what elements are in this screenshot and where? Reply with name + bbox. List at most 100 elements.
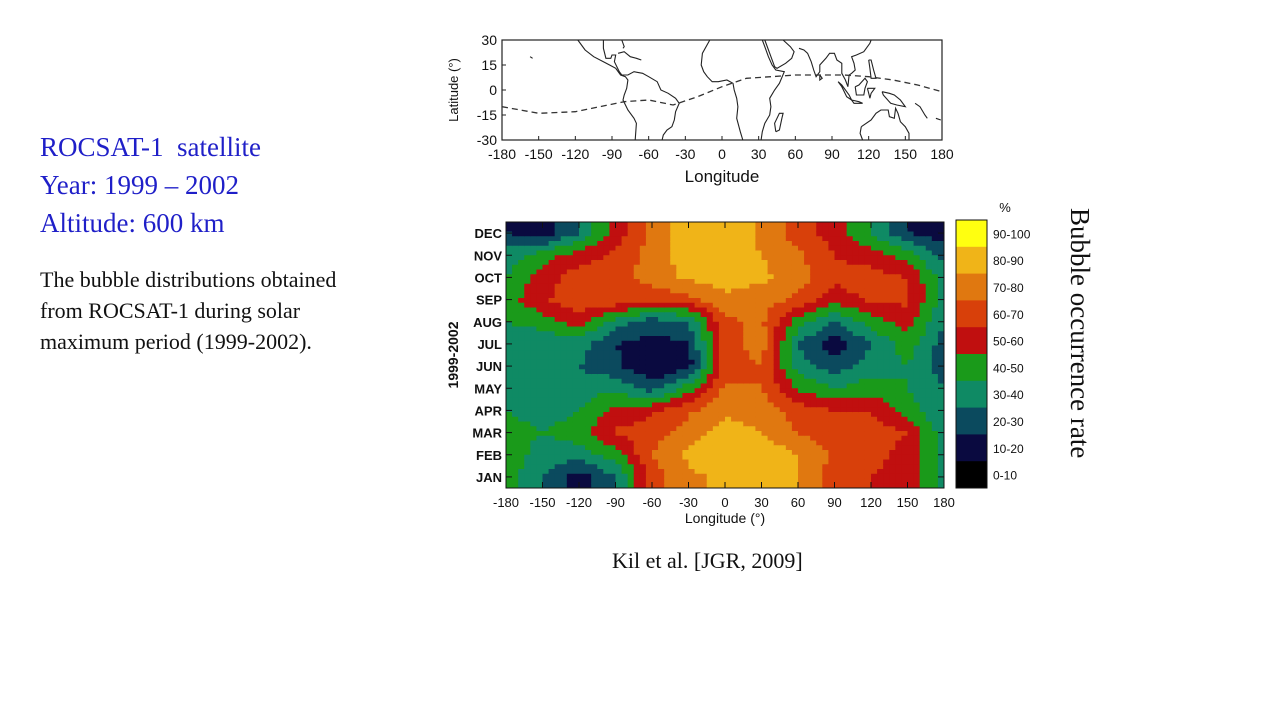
heatmap-cell bbox=[791, 317, 799, 323]
heatmap-cell bbox=[755, 378, 763, 385]
description-line: from ROCSAT-1 during solar bbox=[40, 298, 301, 323]
heatmap-cell bbox=[785, 226, 793, 233]
heatmap-cell bbox=[664, 459, 671, 465]
heatmap-cell bbox=[749, 241, 757, 247]
heatmap-cell bbox=[937, 421, 944, 427]
heatmap-cell bbox=[889, 464, 896, 470]
heatmap-cell bbox=[822, 245, 830, 252]
heatmap-cell bbox=[688, 283, 696, 290]
heatmap-cell bbox=[585, 283, 592, 290]
heatmap-cell bbox=[621, 426, 629, 432]
heatmap-cell bbox=[597, 454, 604, 461]
heatmap-cell bbox=[798, 397, 805, 404]
heatmap-cell bbox=[798, 274, 805, 280]
heatmap-cell bbox=[530, 340, 538, 347]
heatmap-cell bbox=[804, 369, 811, 375]
heatmap-cell bbox=[877, 231, 884, 237]
heatmap-cell bbox=[518, 416, 525, 423]
heatmap-cell bbox=[755, 283, 763, 290]
heatmap-cell bbox=[597, 440, 604, 446]
heatmap-cell bbox=[718, 464, 726, 470]
heatmap-cell bbox=[840, 374, 848, 380]
heatmap-cell bbox=[937, 478, 944, 484]
heatmap-cell bbox=[688, 416, 696, 423]
heatmap-cell bbox=[755, 445, 763, 451]
heatmap-cell bbox=[743, 364, 750, 370]
heatmap-cell bbox=[633, 264, 641, 271]
heatmap-cell bbox=[615, 260, 623, 266]
heatmap-cell bbox=[536, 473, 544, 480]
heatmap-cell bbox=[864, 345, 872, 351]
heatmap-cell bbox=[621, 241, 629, 247]
heatmap-cell bbox=[627, 459, 635, 465]
heatmap-cell bbox=[907, 293, 915, 299]
heatmap-cell bbox=[700, 331, 708, 337]
heatmap-cell bbox=[731, 264, 738, 271]
heatmap-cell bbox=[773, 350, 781, 356]
heatmap-cell bbox=[798, 469, 805, 475]
heatmap-cell bbox=[919, 359, 927, 366]
heatmap-cell bbox=[682, 388, 690, 394]
heatmap-cell bbox=[639, 355, 647, 361]
heatmap-cell bbox=[731, 378, 738, 385]
heatmap-cell bbox=[798, 374, 805, 380]
heatmap-cell bbox=[548, 369, 556, 375]
heatmap-cell bbox=[901, 426, 909, 432]
heatmap-cell bbox=[834, 473, 842, 480]
map-y-tick-label: 30 bbox=[481, 32, 497, 48]
heatmap-cell bbox=[877, 416, 884, 423]
heatmap-cell bbox=[658, 236, 665, 242]
heatmap-cell bbox=[907, 369, 915, 375]
heatmap-cell bbox=[871, 402, 878, 408]
heatmap-cell bbox=[761, 326, 769, 332]
heatmap-cell bbox=[682, 250, 690, 256]
heatmap-cell bbox=[688, 412, 696, 418]
heatmap-cell bbox=[560, 412, 568, 418]
heatmap-cell bbox=[682, 231, 690, 237]
heatmap-cell bbox=[718, 222, 726, 228]
heatmap-cell bbox=[852, 412, 860, 418]
heatmap-cell bbox=[901, 279, 909, 285]
heatmap-cell bbox=[834, 483, 842, 488]
heatmap-cell bbox=[755, 355, 763, 361]
heatmap-cell bbox=[864, 464, 872, 470]
heatmap-cell bbox=[864, 255, 872, 261]
heatmap-cell bbox=[846, 378, 854, 385]
heatmap-cell bbox=[895, 435, 903, 442]
heatmap-cell bbox=[609, 345, 617, 351]
heatmap-cell bbox=[506, 431, 513, 437]
heatmap-cell bbox=[822, 469, 830, 475]
heatmap-cell bbox=[712, 307, 720, 313]
heatmap-cell bbox=[779, 298, 787, 304]
heatmap-cell bbox=[694, 421, 702, 427]
heatmap-cell bbox=[652, 336, 659, 342]
heatmap-cell bbox=[542, 483, 550, 488]
heatmap-cell bbox=[919, 393, 927, 399]
heatmap-cell bbox=[579, 279, 586, 285]
heatmap-cell bbox=[804, 469, 811, 475]
heatmap-cell bbox=[615, 326, 623, 332]
heatmap-cell bbox=[615, 307, 623, 313]
heatmap-cell bbox=[846, 312, 854, 318]
heatmap-cell bbox=[767, 245, 775, 252]
heatmap-cell bbox=[603, 426, 611, 432]
heatmap-cell bbox=[591, 450, 598, 456]
heatmap-cell bbox=[895, 450, 903, 456]
heatmap-cell bbox=[901, 369, 909, 375]
heatmap-cell bbox=[560, 317, 568, 323]
heatmap-cell bbox=[791, 236, 799, 242]
heatmap-cell bbox=[743, 283, 750, 290]
heatmap-cell bbox=[828, 383, 836, 389]
heatmap-cell bbox=[554, 407, 562, 413]
heatmap-cell bbox=[791, 293, 799, 299]
heatmap-cell bbox=[512, 326, 519, 332]
heatmap-cell bbox=[779, 393, 787, 399]
heatmap-cell bbox=[925, 269, 933, 275]
heatmap-cell bbox=[743, 231, 750, 237]
heatmap-cell bbox=[524, 302, 531, 309]
heatmap-cell bbox=[816, 255, 823, 261]
heatmap-cell bbox=[913, 231, 921, 237]
heatmap-cell bbox=[652, 279, 659, 285]
heatmap-cell bbox=[931, 383, 939, 389]
heatmap-cell bbox=[700, 231, 708, 237]
